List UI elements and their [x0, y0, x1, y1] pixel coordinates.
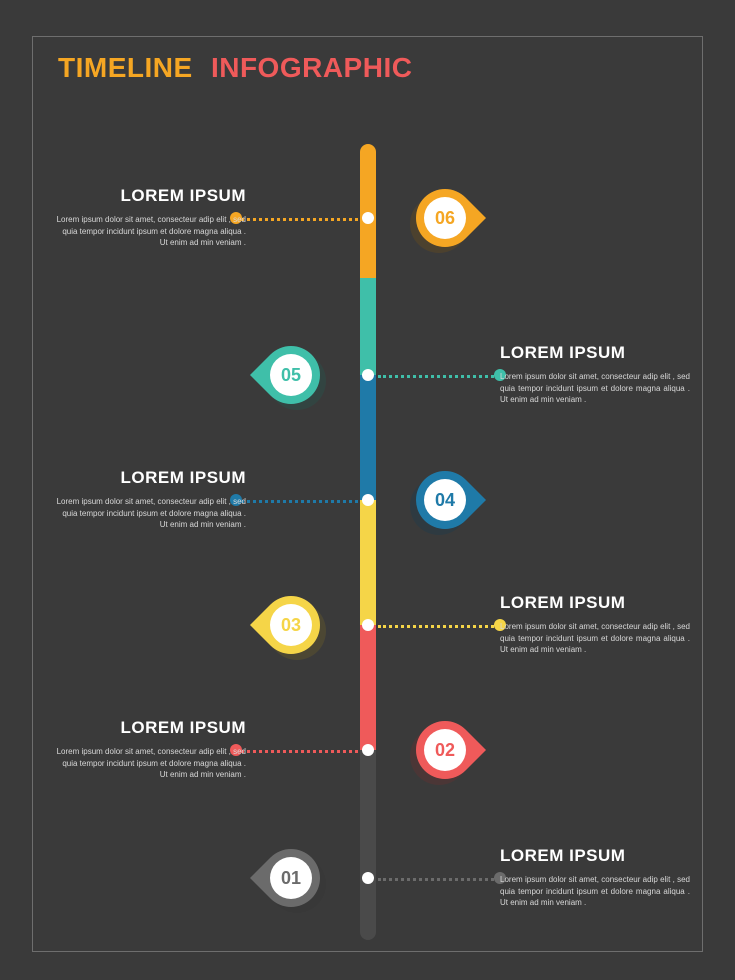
connector-line — [236, 218, 358, 221]
connector-line — [236, 500, 358, 503]
step-heading: LOREM IPSUM — [500, 343, 690, 363]
step-heading: LOREM IPSUM — [56, 468, 246, 488]
timeline-anchor-dot — [362, 369, 374, 381]
step-body: Lorem ipsum dolor sit amet, consecteur a… — [56, 746, 246, 781]
connector-line — [236, 750, 358, 753]
step-badge: 04 — [416, 471, 474, 529]
timeline-anchor-dot — [362, 212, 374, 224]
step-text: LOREM IPSUM Lorem ipsum dolor sit amet, c… — [500, 846, 690, 909]
timeline-segment — [360, 144, 376, 278]
connector-line — [378, 625, 500, 628]
timeline-segment — [360, 375, 376, 500]
timeline-segment — [360, 500, 376, 625]
connector-line — [378, 375, 500, 378]
step-heading: LOREM IPSUM — [500, 846, 690, 866]
step-badge: 01 — [262, 849, 320, 907]
step-number: 03 — [270, 604, 312, 646]
step-badge: 03 — [262, 596, 320, 654]
timeline-anchor-dot — [362, 744, 374, 756]
step-badge: 06 — [416, 189, 474, 247]
step-heading: LOREM IPSUM — [56, 718, 246, 738]
step-body: Lorem ipsum dolor sit amet, consecteur a… — [500, 621, 690, 656]
step-text: LOREM IPSUM Lorem ipsum dolor sit amet, c… — [56, 468, 246, 531]
step-heading: LOREM IPSUM — [500, 593, 690, 613]
step-badge: 05 — [262, 346, 320, 404]
step-heading: LOREM IPSUM — [56, 186, 246, 206]
timeline-segment — [360, 278, 376, 375]
step-badge: 02 — [416, 721, 474, 779]
step-body: Lorem ipsum dolor sit amet, consecteur a… — [500, 371, 690, 406]
step-body: Lorem ipsum dolor sit amet, consecteur a… — [56, 496, 246, 531]
step-number: 06 — [424, 197, 466, 239]
connector-line — [378, 878, 500, 881]
timeline-anchor-dot — [362, 619, 374, 631]
infographic-stage: 06 LOREM IPSUM Lorem ipsum dolor sit amet,… — [0, 0, 735, 980]
step-text: LOREM IPSUM Lorem ipsum dolor sit amet, c… — [56, 186, 246, 249]
step-text: LOREM IPSUM Lorem ipsum dolor sit amet, c… — [500, 343, 690, 406]
step-number: 02 — [424, 729, 466, 771]
step-body: Lorem ipsum dolor sit amet, consecteur a… — [500, 874, 690, 909]
timeline-anchor-dot — [362, 494, 374, 506]
step-body: Lorem ipsum dolor sit amet, consecteur a… — [56, 214, 246, 249]
timeline-segment — [360, 625, 376, 750]
timeline-anchor-dot — [362, 872, 374, 884]
step-number: 01 — [270, 857, 312, 899]
step-text: LOREM IPSUM Lorem ipsum dolor sit amet, c… — [500, 593, 690, 656]
timeline-segment — [360, 750, 376, 940]
step-number: 04 — [424, 479, 466, 521]
step-number: 05 — [270, 354, 312, 396]
step-text: LOREM IPSUM Lorem ipsum dolor sit amet, c… — [56, 718, 246, 781]
